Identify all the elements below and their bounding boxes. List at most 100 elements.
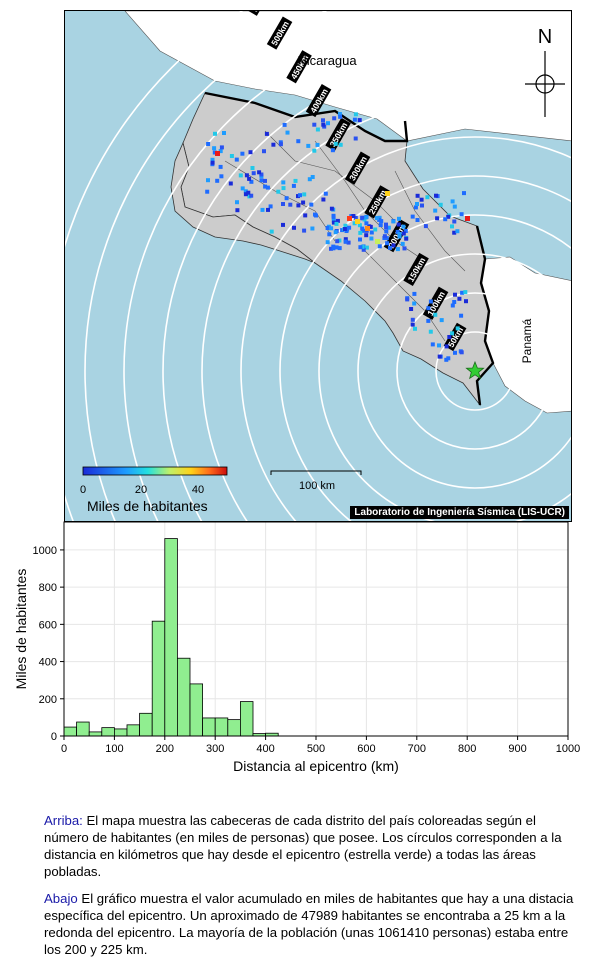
district-marker — [309, 202, 314, 207]
district-marker — [249, 193, 254, 198]
district-marker — [358, 230, 363, 235]
district-marker — [246, 190, 251, 195]
district-marker — [338, 142, 343, 147]
histogram-bar — [239, 701, 254, 737]
district-marker — [352, 221, 357, 226]
district-marker — [247, 176, 252, 181]
district-marker — [373, 227, 378, 232]
district-marker — [218, 149, 223, 154]
district-marker — [238, 173, 243, 178]
district-marker — [425, 195, 430, 200]
district-marker — [457, 296, 462, 301]
district-marker — [281, 186, 286, 191]
district-marker — [281, 222, 285, 227]
district-marker — [420, 203, 424, 208]
district-marker — [357, 223, 362, 228]
x-tick-label: 700 — [408, 743, 426, 755]
district-marker — [452, 219, 457, 224]
description-top: Arriba: El mapa muestra las cabeceras de… — [44, 812, 584, 880]
district-marker — [251, 171, 256, 176]
district-marker — [338, 114, 343, 119]
district-marker — [334, 245, 339, 250]
district-marker — [362, 217, 367, 222]
district-marker — [384, 222, 388, 227]
district-marker — [382, 234, 387, 239]
district-marker — [444, 344, 449, 349]
district-marker — [463, 290, 468, 295]
district-marker — [205, 189, 210, 194]
distance-ring — [201, 97, 571, 521]
x-tick-label: 100 — [105, 743, 123, 755]
y-tick-label: 0 — [51, 731, 57, 743]
map-panel: 50km 100km 150km 200km 250km 300km 350km 400km 4… — [64, 10, 572, 522]
district-marker-hot — [215, 151, 220, 156]
district-marker — [453, 292, 457, 297]
district-marker — [433, 208, 438, 213]
district-marker — [351, 214, 356, 218]
district-marker — [400, 241, 405, 246]
distance-ring — [123, 19, 571, 521]
district-marker — [310, 226, 315, 231]
district-markers — [205, 112, 470, 362]
district-marker — [284, 196, 289, 201]
nicoya-peninsula — [170, 141, 316, 264]
y-axis-label: Miles de habitantes — [13, 569, 29, 690]
district-marker — [315, 127, 320, 132]
top-text: El mapa muestra las cabeceras de cada di… — [44, 813, 562, 879]
district-marker — [395, 247, 400, 252]
district-marker — [385, 241, 390, 246]
district-marker — [430, 342, 435, 347]
district-marker — [332, 116, 337, 121]
north-label: N — [538, 26, 552, 48]
histogram-bar — [227, 719, 241, 737]
district-marker — [296, 139, 301, 144]
distance-ring — [318, 214, 571, 521]
district-marker — [353, 215, 358, 220]
district-marker — [303, 213, 308, 218]
district-marker — [235, 208, 240, 213]
district-marker — [262, 149, 266, 154]
district-marker — [455, 326, 460, 331]
district-marker — [434, 193, 438, 198]
distance-ring — [279, 175, 571, 521]
district-marker — [413, 205, 418, 210]
district-marker — [346, 240, 351, 245]
district-marker — [333, 141, 338, 146]
x-axis-ticks: 0 100 200 300 400 500 600 700 800 900 1000 — [61, 736, 580, 755]
district-marker — [391, 243, 396, 248]
district-marker — [459, 313, 464, 318]
y-axis-ticks: 0 200 400 600 800 1000 — [33, 545, 64, 743]
district-marker — [455, 229, 460, 234]
district-marker — [447, 335, 452, 339]
district-marker — [219, 145, 224, 150]
district-marker — [307, 177, 312, 182]
district-marker — [278, 142, 283, 147]
north-arrow-icon: N — [525, 26, 565, 117]
district-marker — [257, 170, 262, 175]
district-marker-hot — [365, 226, 370, 231]
district-marker — [443, 217, 448, 222]
district-marker — [296, 203, 301, 208]
district-marker — [235, 200, 239, 205]
district-marker — [331, 215, 336, 220]
district-marker — [426, 318, 431, 323]
district-marker — [391, 219, 396, 224]
district-marker — [321, 118, 325, 123]
scale-label: 100 km — [299, 480, 335, 492]
district-marker — [452, 230, 457, 235]
district-marker — [218, 164, 223, 169]
district-marker — [409, 307, 414, 311]
district-marker — [437, 343, 441, 348]
district-marker — [459, 212, 464, 217]
district-marker — [397, 234, 402, 239]
district-marker — [374, 216, 379, 221]
district-marker — [403, 229, 408, 233]
district-marker — [234, 157, 239, 162]
district-marker — [313, 212, 317, 217]
bottom-label: Abajo — [44, 891, 78, 906]
y-tick-label: 1000 — [33, 545, 57, 557]
district-marker — [337, 246, 342, 251]
district-marker — [423, 224, 428, 229]
epicenter-star-icon — [465, 360, 485, 380]
district-marker — [329, 246, 333, 251]
